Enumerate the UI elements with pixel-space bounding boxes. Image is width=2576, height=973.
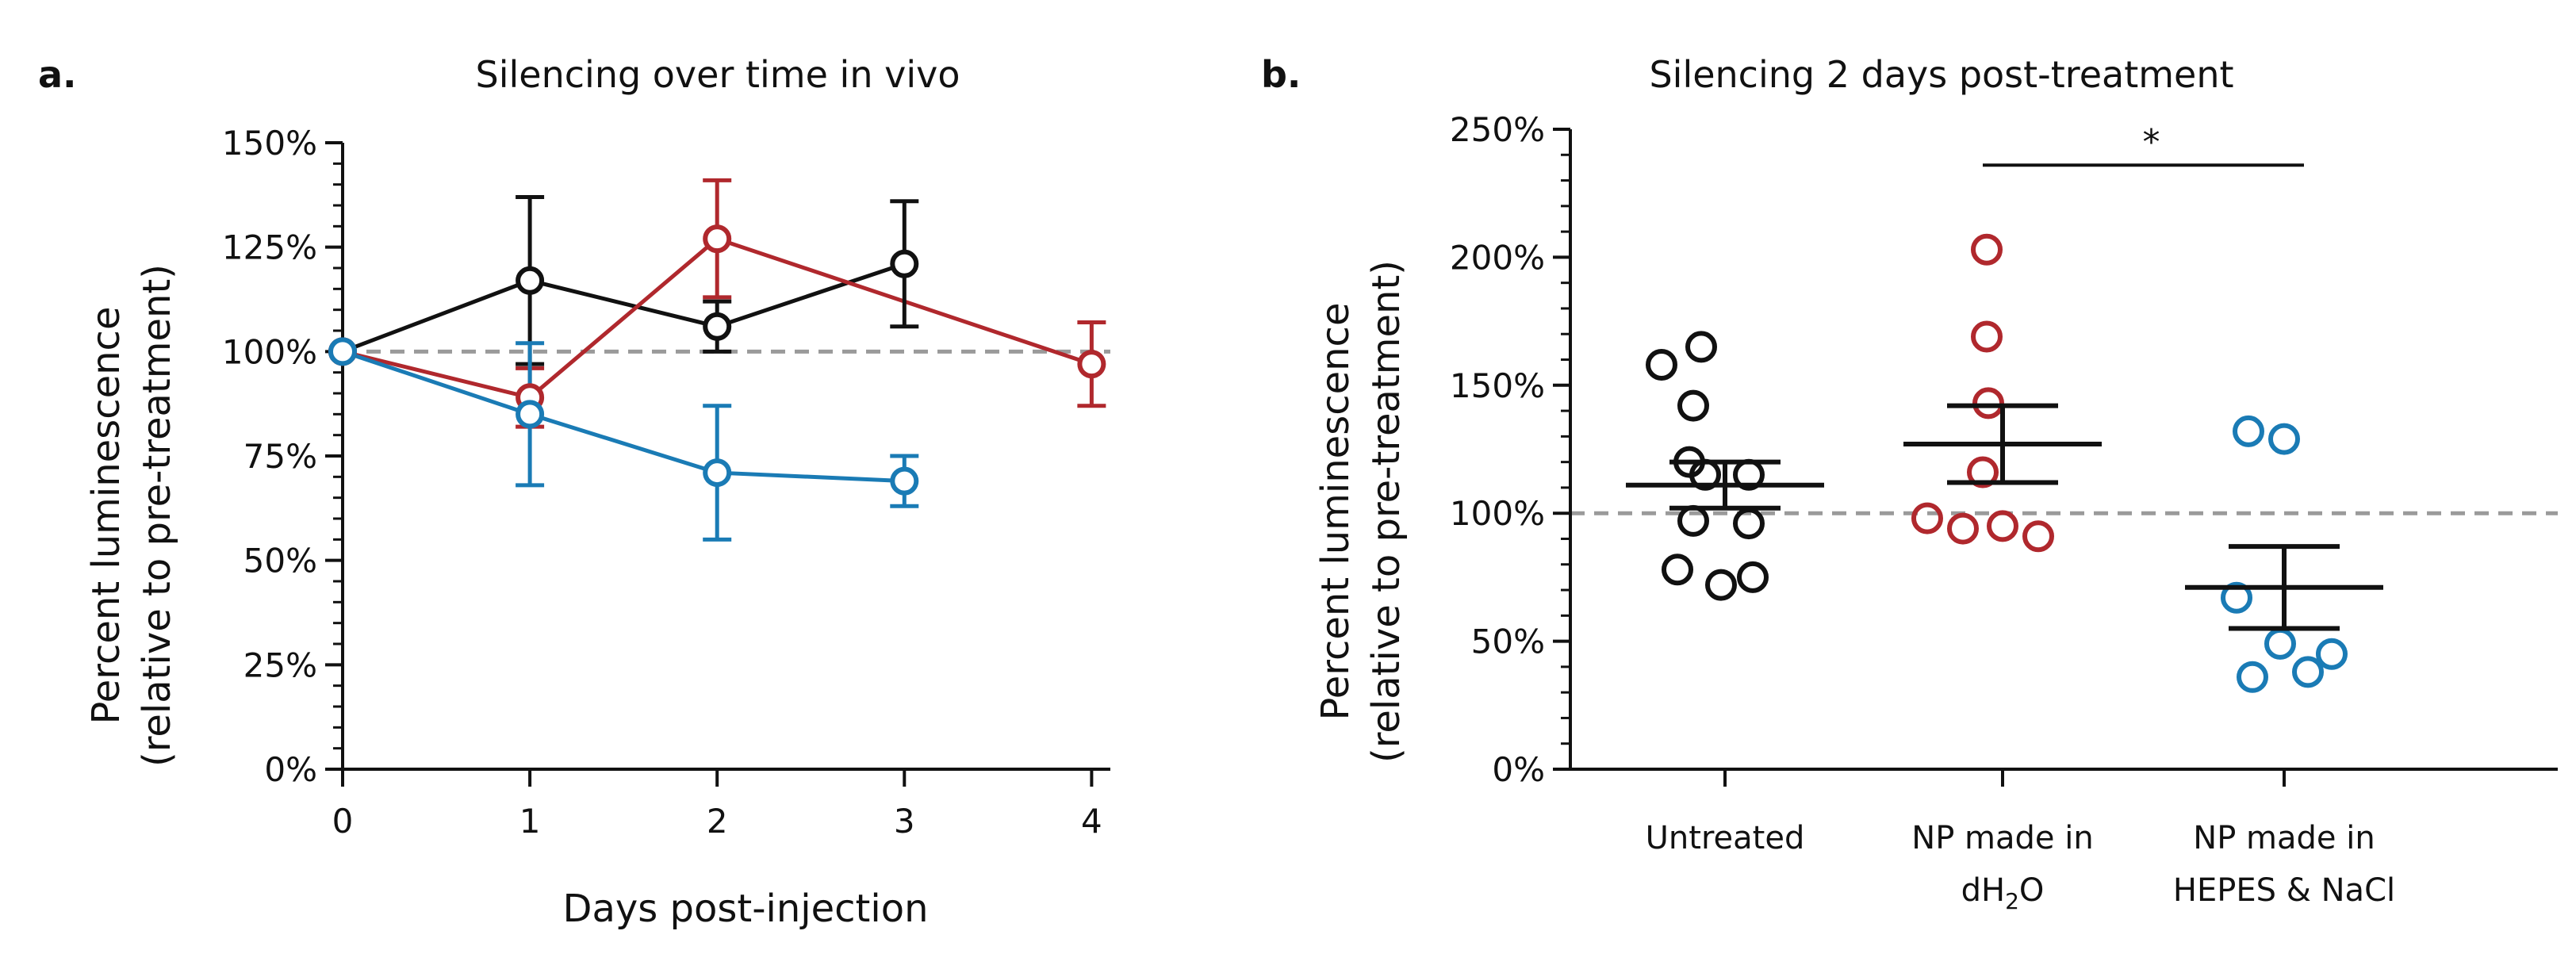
data-point-np-made-in-hepes-nacl — [516, 400, 545, 429]
panel-b-y-tick-label: 0% — [1492, 750, 1545, 789]
panel-b-label: b. — [1261, 53, 1301, 96]
scatter-point-group-2 — [2268, 423, 2300, 455]
scatter-point-group-2 — [2264, 627, 2296, 660]
panel-a-label: a. — [38, 53, 77, 96]
panel-a-y-tick-label: 0% — [264, 750, 317, 789]
panel-b-axes: 0% 50% 100% 150% 200% 250% — [1450, 110, 2558, 789]
scatter-point-group-2 — [2237, 661, 2268, 693]
data-point-np-made-in-hepes-nacl — [703, 458, 732, 488]
scatter-point-group-1 — [1971, 320, 2003, 353]
data-point-untreated — [516, 266, 545, 295]
panel-a-y-tick-label: 150% — [222, 124, 317, 163]
scatter-point-group-0 — [1705, 569, 1737, 601]
panel-b-y-tick-label: 50% — [1471, 622, 1545, 661]
data-point-untreated — [890, 249, 919, 278]
panel-a-x-label: Days post-injection — [563, 887, 929, 931]
panel-a-y-label-secondary: (relative to pre-treatment) — [135, 264, 179, 767]
panel-a-x-tick-label: 0 — [332, 802, 354, 841]
data-point-np-made-in-hepes-nacl — [890, 466, 919, 496]
data-point-np-made-in-hepes-nacl — [328, 337, 357, 366]
panel-a-y-label-group: Percent luminescence (relative to pre-tr… — [84, 264, 179, 767]
panel-a-x-tick-label: 2 — [707, 802, 728, 841]
dh2o-text-subscript: 2 — [2005, 888, 2019, 914]
scatter-point-group-0 — [1662, 554, 1693, 586]
panel-b-y-label: Percent luminescence — [1313, 303, 1358, 721]
category-label-hepes-line1: NP made in — [2193, 820, 2375, 856]
scatter-point-group-1 — [1971, 233, 2003, 266]
data-point-np-made-in-dh2o — [1077, 350, 1106, 379]
scatter-point-group-2 — [2233, 415, 2264, 447]
panel-b-title: Silencing 2 days post-treatment — [1649, 53, 2233, 96]
dh2o-text-o: O — [2019, 872, 2044, 909]
dh2o-text-dh: dH — [1961, 872, 2005, 909]
series-line-untreated — [342, 262, 906, 354]
panel-b-y-label-secondary: (relative to pre-treatment) — [1364, 260, 1409, 763]
panel-b-category-labels: Untreated NP made in dH2O NP made in HEP… — [1646, 820, 2395, 914]
scatter-point-group-1 — [1967, 456, 1999, 488]
panel-a-line-chart: a. Silencing over time in vivo Percent l… — [38, 53, 1110, 931]
panel-a-title: Silencing over time in vivo — [476, 53, 960, 96]
scatter-point-group-0 — [1646, 348, 1677, 381]
panel-b-y-tick-label: 150% — [1450, 366, 1545, 405]
scatter-point-group-0 — [1685, 331, 1717, 363]
scatter-point-group-0 — [1737, 561, 1769, 593]
significance-marker: * — [2143, 122, 2160, 163]
category-label-dh2o-line2: dH2O — [1961, 872, 2045, 914]
panel-a-y-tick-label: 125% — [222, 228, 317, 267]
scatter-point-group-1 — [1987, 510, 2018, 542]
scatter-point-group-0 — [1677, 389, 1709, 422]
data-point-np-made-in-dh2o — [703, 224, 732, 254]
panel-a-y-tick-label: 50% — [243, 542, 317, 580]
category-label-hepes-line2: HEPES & NaCl — [2173, 872, 2395, 909]
scatter-point-group-1 — [1947, 512, 1979, 545]
panel-b-y-tick-label: 200% — [1450, 238, 1545, 277]
scatter-point-group-2 — [2292, 656, 2324, 688]
panel-a-axes: 0% 25% 50% 75% 100% 125% 150% 0 1 2 3 4 — [222, 124, 1110, 841]
panel-b-groups-layer: * — [1626, 122, 2383, 693]
panel-a-x-tick-label: 3 — [894, 802, 915, 841]
category-label-dh2o-line1: NP made in — [1911, 820, 2093, 856]
panel-a-x-tick-label: 1 — [519, 802, 541, 841]
panel-a-y-tick-label: 100% — [222, 332, 317, 371]
panel-a-series-layer — [328, 178, 1106, 542]
data-point-untreated — [703, 312, 732, 341]
panel-a-y-label: Percent luminescence — [84, 307, 128, 725]
panel-b-y-tick-label: 100% — [1450, 494, 1545, 533]
panel-b-y-tick-label: 250% — [1450, 110, 1545, 149]
scatter-point-group-1 — [1972, 387, 2004, 419]
panel-b-y-label-group: Percent luminescence (relative to pre-tr… — [1313, 260, 1409, 763]
scatter-point-group-2 — [2316, 638, 2348, 670]
scatter-point-group-1 — [1911, 502, 1943, 534]
scatter-point-group-1 — [2022, 520, 2054, 553]
scatter-point-group-2 — [2221, 581, 2252, 614]
panel-a-y-tick-label: 75% — [243, 437, 317, 476]
panel-a-x-tick-label: 4 — [1081, 802, 1102, 841]
series-line-np-made-in-hepes-nacl — [342, 349, 905, 484]
panel-b-scatter-chart: b. Silencing 2 days post-treatment Perce… — [1261, 53, 2558, 914]
panel-a-y-tick-label: 25% — [243, 645, 317, 684]
category-label-untreated: Untreated — [1646, 820, 1805, 856]
